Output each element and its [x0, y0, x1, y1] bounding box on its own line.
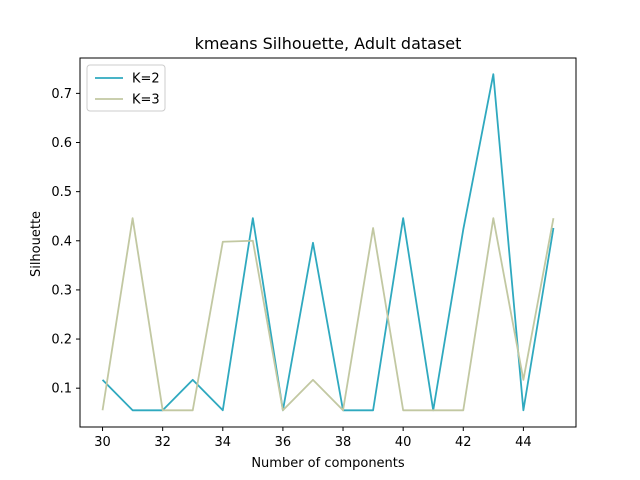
x-tick-label: 44 [515, 435, 532, 450]
y-axis-label: Silhouette [29, 211, 44, 277]
x-tick-label: 32 [154, 435, 171, 450]
y-tick-label: 0.7 [51, 87, 72, 102]
plot-area: 30 32 34 36 38 40 42 44 0.1 0.2 0.3 0.4 0.5 0.6 0.7 [51, 57, 577, 450]
y-tick-label: 0.6 [51, 136, 72, 151]
x-axis-label: Number of components [251, 456, 405, 471]
legend: K=2K=3 [86, 64, 166, 112]
legend-label-1: K=3 [132, 93, 160, 108]
y-tick-label: 0.3 [51, 283, 72, 298]
x-tick-label: 36 [275, 435, 292, 450]
y-tick-label: 0.1 [51, 382, 72, 397]
y-tick-label: 0.5 [51, 185, 72, 200]
series-line-1 [101, 217, 555, 412]
x-tick-label: 34 [215, 435, 232, 450]
axes-frame [79, 57, 577, 428]
series-line-0 [101, 73, 555, 412]
legend-label-0: K=2 [132, 72, 160, 87]
x-tick-label: 40 [395, 435, 412, 450]
x-tick-label: 30 [94, 435, 111, 450]
y-tick-label: 0.2 [51, 333, 72, 348]
chart-title: kmeans Silhouette, Adult dataset [195, 34, 462, 53]
x-tick-label: 42 [455, 435, 472, 450]
x-tick-label: 38 [335, 435, 352, 450]
y-tick-label: 0.4 [51, 234, 72, 249]
